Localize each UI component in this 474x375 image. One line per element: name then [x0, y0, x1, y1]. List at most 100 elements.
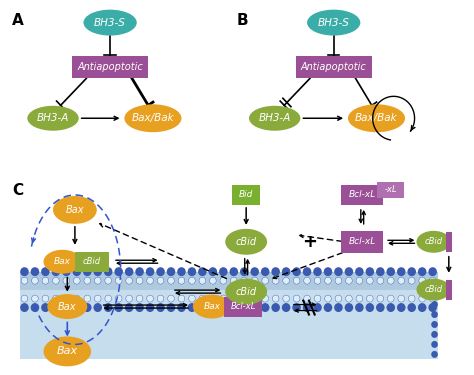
Circle shape — [52, 303, 60, 312]
Circle shape — [324, 303, 332, 312]
Circle shape — [387, 277, 394, 284]
Text: Bcl-xL: Bcl-xL — [231, 302, 256, 311]
Circle shape — [135, 303, 144, 312]
Circle shape — [334, 267, 343, 276]
Circle shape — [262, 277, 268, 284]
Circle shape — [177, 267, 186, 276]
Circle shape — [251, 295, 258, 302]
Circle shape — [313, 303, 322, 312]
Circle shape — [356, 277, 363, 284]
Circle shape — [262, 295, 268, 302]
Circle shape — [126, 295, 132, 302]
Ellipse shape — [348, 104, 405, 132]
Text: Antiapoptotic: Antiapoptotic — [77, 63, 143, 72]
Ellipse shape — [47, 294, 87, 319]
Text: BH3-A: BH3-A — [37, 113, 69, 123]
Circle shape — [431, 351, 438, 358]
Circle shape — [210, 277, 216, 284]
Circle shape — [283, 277, 290, 284]
Circle shape — [346, 277, 352, 284]
Circle shape — [73, 277, 80, 284]
Ellipse shape — [53, 196, 97, 224]
Circle shape — [429, 295, 436, 302]
Circle shape — [241, 295, 247, 302]
Circle shape — [84, 277, 91, 284]
Circle shape — [335, 295, 342, 302]
Text: C: C — [12, 183, 23, 198]
Circle shape — [355, 303, 364, 312]
Circle shape — [178, 295, 185, 302]
Circle shape — [199, 277, 206, 284]
Text: Bax: Bax — [54, 257, 71, 266]
Circle shape — [303, 303, 311, 312]
Circle shape — [199, 295, 206, 302]
Circle shape — [240, 303, 248, 312]
Text: Bcl-xL: Bcl-xL — [348, 237, 376, 246]
Circle shape — [189, 277, 195, 284]
Circle shape — [313, 267, 322, 276]
Text: BH3-S: BH3-S — [318, 18, 350, 28]
Circle shape — [220, 277, 227, 284]
Circle shape — [230, 277, 237, 284]
Circle shape — [409, 277, 415, 284]
Circle shape — [114, 303, 123, 312]
Text: Bcl-xL: Bcl-xL — [348, 190, 376, 200]
Circle shape — [376, 267, 384, 276]
Circle shape — [431, 331, 438, 338]
Circle shape — [324, 267, 332, 276]
Circle shape — [292, 303, 301, 312]
Circle shape — [62, 267, 71, 276]
Text: cBid: cBid — [236, 237, 257, 247]
Ellipse shape — [249, 106, 301, 131]
Circle shape — [126, 277, 132, 284]
Text: Bax/Bak: Bax/Bak — [132, 113, 174, 123]
FancyBboxPatch shape — [341, 231, 383, 253]
Circle shape — [84, 295, 91, 302]
Circle shape — [146, 267, 155, 276]
Circle shape — [20, 267, 29, 276]
Circle shape — [73, 267, 81, 276]
Circle shape — [93, 267, 102, 276]
Circle shape — [261, 267, 270, 276]
Circle shape — [105, 295, 111, 302]
Circle shape — [115, 277, 122, 284]
Text: cBid: cBid — [236, 286, 257, 297]
Circle shape — [292, 267, 301, 276]
Circle shape — [251, 277, 258, 284]
Circle shape — [125, 303, 133, 312]
Text: B: B — [237, 13, 248, 28]
Text: Bax: Bax — [66, 205, 84, 215]
Circle shape — [105, 277, 111, 284]
Circle shape — [209, 267, 217, 276]
Text: Antiapoptotic: Antiapoptotic — [301, 63, 366, 72]
Circle shape — [365, 303, 374, 312]
Circle shape — [125, 267, 133, 276]
Circle shape — [356, 295, 363, 302]
Circle shape — [63, 295, 70, 302]
Circle shape — [397, 303, 406, 312]
Circle shape — [157, 277, 164, 284]
Circle shape — [73, 295, 80, 302]
Circle shape — [94, 295, 101, 302]
Circle shape — [273, 295, 279, 302]
Circle shape — [366, 277, 373, 284]
Text: cBid: cBid — [83, 257, 101, 266]
Text: BH3-S: BH3-S — [94, 18, 126, 28]
Circle shape — [178, 277, 185, 284]
FancyBboxPatch shape — [296, 57, 372, 78]
Circle shape — [41, 303, 50, 312]
Circle shape — [93, 303, 102, 312]
FancyBboxPatch shape — [232, 185, 260, 205]
Circle shape — [156, 267, 165, 276]
FancyBboxPatch shape — [446, 280, 474, 300]
Text: Bcl-xL: Bcl-xL — [453, 237, 474, 246]
Ellipse shape — [83, 10, 137, 36]
Circle shape — [198, 303, 207, 312]
Circle shape — [314, 277, 321, 284]
Circle shape — [272, 303, 280, 312]
Circle shape — [419, 277, 426, 284]
Circle shape — [229, 267, 238, 276]
Circle shape — [273, 277, 279, 284]
FancyBboxPatch shape — [72, 57, 148, 78]
Circle shape — [31, 303, 39, 312]
